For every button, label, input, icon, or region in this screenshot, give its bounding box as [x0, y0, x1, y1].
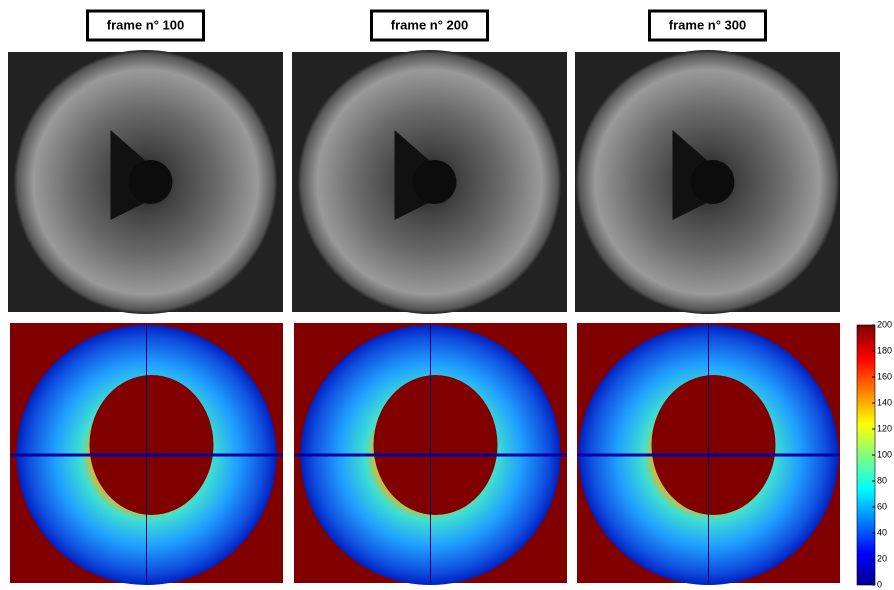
- label-box: [86, 9, 205, 42]
- colorbar-tick-label: 0: [877, 579, 882, 589]
- frame-label: frame n° 200: [391, 17, 468, 32]
- colorbar-tick-label: 160: [877, 371, 892, 381]
- colorbar-tick-label: 40: [877, 527, 887, 537]
- colorbar-tick-label: 140: [877, 397, 892, 407]
- photo-center: [128, 160, 173, 204]
- frame-label: frame n° 300: [669, 17, 746, 32]
- label-box: [648, 9, 767, 42]
- colorbar-tick-label: 20: [877, 553, 887, 563]
- heat-center: [373, 375, 498, 515]
- colorbar-tick-label: 180: [877, 345, 892, 355]
- heat-center: [89, 375, 214, 515]
- photo-center: [412, 160, 457, 204]
- colorbar-tick-label: 80: [877, 475, 887, 485]
- colorbar-tick-label: 100: [877, 449, 892, 459]
- frame-label: frame n° 100: [107, 17, 184, 32]
- label-box: [370, 9, 489, 42]
- colorbar-tick-label: 60: [877, 501, 887, 511]
- photo-center: [690, 160, 735, 204]
- heat-center: [651, 375, 776, 515]
- colorbar-tick-label: 120: [877, 423, 892, 433]
- colorbar-tick-label: 200: [877, 319, 892, 329]
